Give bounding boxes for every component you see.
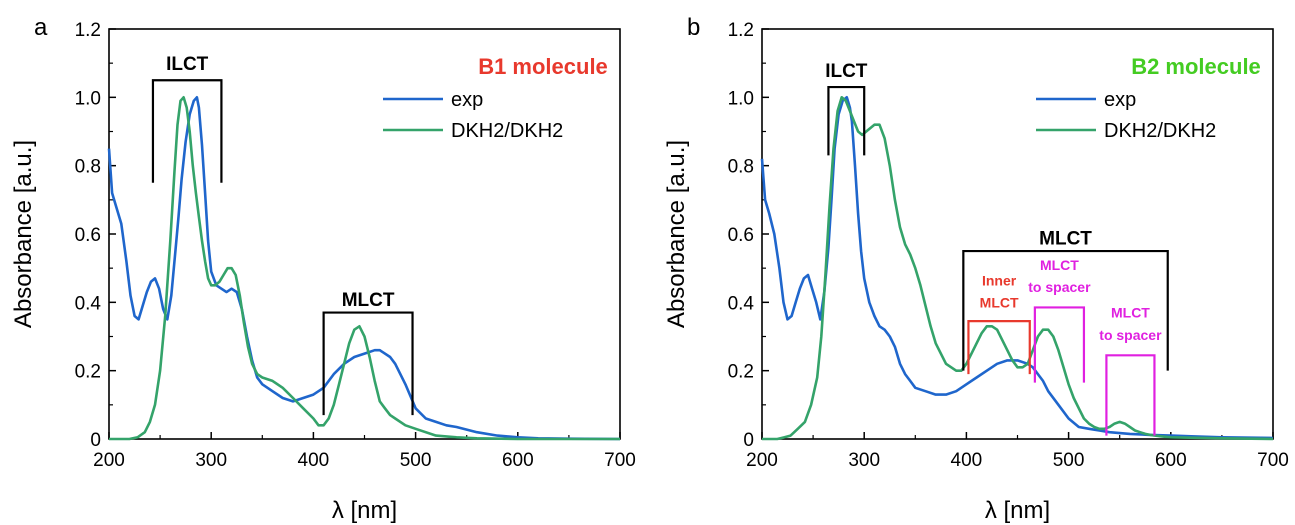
y-tick-label: 0.4 <box>728 293 755 314</box>
legend-title: B1 molecule <box>478 54 608 79</box>
x-tick-label: 700 <box>1257 450 1289 471</box>
y-tick-label: 1.2 <box>75 20 101 41</box>
bracket-label: MLCT <box>1039 228 1092 249</box>
y-tick-label: 0.4 <box>75 293 102 314</box>
bracket-label: ILCT <box>166 54 209 75</box>
bracket-label-line2: MLCT <box>980 294 1019 310</box>
assignment-bracket <box>962 249 1169 371</box>
y-tick-label: 0.6 <box>728 225 754 246</box>
assignment-bracket <box>1033 306 1086 383</box>
plot-frame <box>761 28 1274 440</box>
x-tick-label: 600 <box>1155 450 1187 471</box>
chart-panel-b: 200 300 400 500 600 700 0 0.2 0.4 0.6 0.8 1.0 1.2 λ [… <box>663 14 1289 524</box>
x-axis-title: λ [nm] <box>985 497 1050 524</box>
assignment-bracket <box>322 311 414 416</box>
series-line-dkh2 <box>109 96 620 441</box>
plot-frame <box>108 28 621 440</box>
legend-entry-label: DKH2/DKH2 <box>1104 120 1216 142</box>
panel-label: a <box>34 14 48 41</box>
x-tick-label: 400 <box>298 450 330 471</box>
bracket-label: Inner <box>982 272 1017 288</box>
bracket-label-line2: to spacer <box>1099 327 1162 343</box>
x-tick-label: 200 <box>93 450 125 471</box>
y-tick-label: 0.6 <box>75 225 101 246</box>
y-tick-label: 0 <box>743 430 754 451</box>
y-tick-label: 1.0 <box>75 88 101 109</box>
y-tick-label: 0.8 <box>75 157 101 178</box>
assignment-bracket <box>1105 354 1156 436</box>
y-tick-label: 0.8 <box>728 157 754 178</box>
series-line-dkh2 <box>762 96 1274 441</box>
legend-entry-label: DKH2/DKH2 <box>451 120 563 142</box>
bracket-label-line2: to spacer <box>1028 279 1091 295</box>
y-tick-label: 0.2 <box>728 362 754 383</box>
bracket-label: MLCT <box>342 290 395 311</box>
bracket-label: MLCT <box>1111 305 1150 321</box>
y-tick-label: 1.0 <box>728 88 754 109</box>
bracket-label: MLCT <box>1040 257 1079 273</box>
x-tick-label: 700 <box>604 450 636 471</box>
assignment-bracket <box>151 79 223 183</box>
series-line-exp <box>107 96 621 441</box>
y-tick-label: 0.2 <box>75 362 101 383</box>
series-line-exp <box>760 96 1274 440</box>
bracket-label: ILCT <box>825 61 868 82</box>
x-axis-title: λ [nm] <box>332 497 397 524</box>
x-tick-label: 600 <box>502 450 534 471</box>
assignment-bracket <box>967 320 1031 375</box>
y-axis-title: Absorbance [a.u.] <box>10 140 37 328</box>
x-tick-label: 500 <box>1053 450 1085 471</box>
panel-label: b <box>687 14 700 41</box>
assignment-bracket <box>827 85 866 156</box>
y-axis-title: Absorbance [a.u.] <box>663 140 690 328</box>
y-tick-label: 1.2 <box>728 20 754 41</box>
y-tick-label: 0 <box>90 430 101 451</box>
x-tick-label: 200 <box>746 450 778 471</box>
legend-entry-label: exp <box>451 89 483 111</box>
legend-entry-label: exp <box>1104 89 1136 111</box>
x-tick-label: 500 <box>400 450 432 471</box>
x-tick-label: 400 <box>951 450 983 471</box>
x-tick-label: 300 <box>848 450 880 471</box>
x-tick-label: 300 <box>195 450 227 471</box>
chart-panel-a: 200 300 400 500 600 700 0 0.2 0.4 0.6 0.8 1.0 1.2 λ [… <box>10 14 636 524</box>
legend-title: B2 molecule <box>1131 54 1261 79</box>
